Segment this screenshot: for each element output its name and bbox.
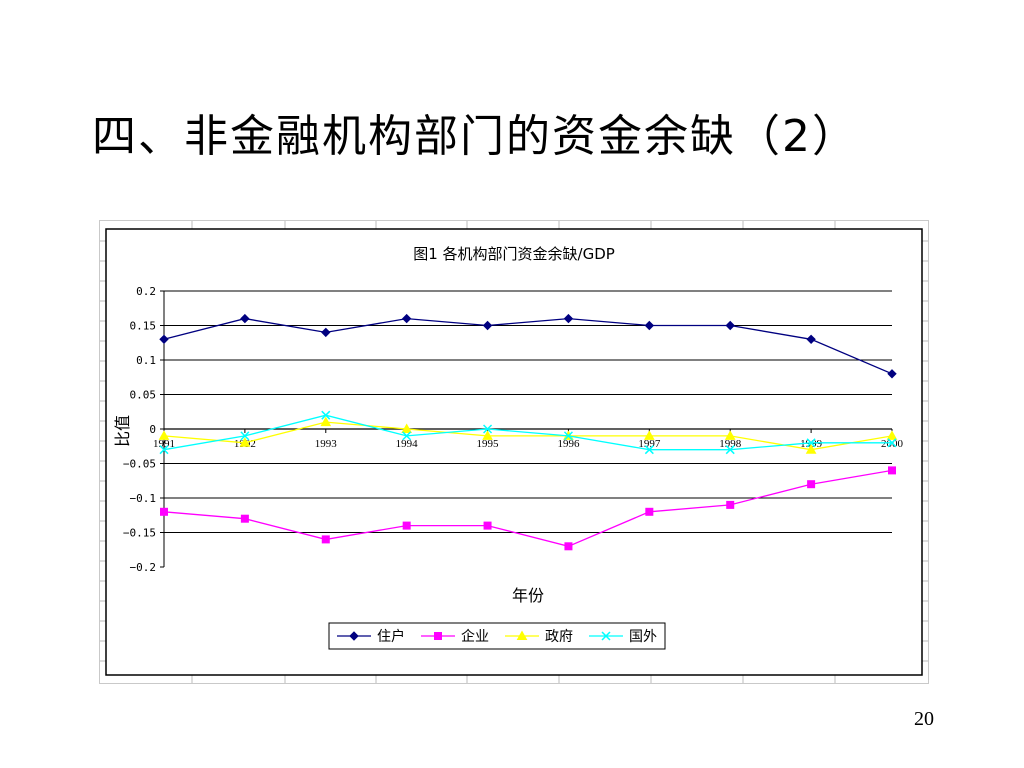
line-chart: 图1 各机构部门资金余缺/GDP 0.2 0.15 0.1 0.05 0 −0.05 −0.1… [100,221,928,683]
data-point-4 [806,438,816,448]
data-point-1 [644,320,655,331]
chart-area [105,228,923,676]
y-axis-title: 比值 [113,415,132,447]
data-point-1 [159,334,169,345]
data-point-2 [645,507,654,516]
series-line-1 [163,317,893,375]
y-tick-label: 0.1 [136,354,156,367]
y-tick-label: 0.2 [136,285,156,298]
x-axis-title: 年份 [512,586,544,605]
data-point-1 [240,313,250,324]
y-tick-label: −0.1 [130,492,157,505]
data-point-3 [724,430,736,440]
page-number: 20 [914,708,934,730]
legend-marker [349,631,359,641]
y-tick-label: 0.15 [130,320,157,333]
data-point-3 [158,430,170,440]
data-point-4 [563,431,573,441]
legend-marker [516,630,528,640]
x-tick-label: 1993 [315,438,338,450]
x-tick-label: 1998 [719,438,742,450]
data-point-4 [483,424,493,434]
data-point-3 [482,430,493,440]
data-point-2 [321,535,330,544]
data-point-2 [240,514,249,523]
data-point-4 [725,445,735,455]
data-point-1 [563,313,574,324]
x-tick-label: 1991 [153,438,175,450]
data-point-4 [887,438,897,448]
data-point-4 [321,410,331,420]
data-point-2 [402,521,411,530]
data-point-3 [643,430,655,440]
data-point-3 [239,437,251,447]
data-point-2 [807,480,816,489]
data-point-3 [401,423,413,433]
legend-label: 企业 [461,628,489,645]
legend-marker [601,631,611,641]
x-tick-label: 1994 [396,438,419,450]
data-point-2 [160,507,168,516]
series-line-2 [163,469,893,547]
data-point-3 [320,416,332,427]
chart-frame: 图1 各机构部门资金余缺/GDP 0.2 0.15 0.1 0.05 0 −0.05 −0.1… [99,220,929,684]
y-tick-label: −0.15 [123,527,156,540]
data-point-4 [402,431,412,441]
data-point-1 [725,320,735,331]
x-tick-label: 1996 [557,438,580,450]
legend-label: 国外 [629,629,657,645]
chart-title: 图1 各机构部门资金余缺/GDP [413,245,615,263]
data-point-4 [240,431,250,441]
legend-label: 住户 [377,628,405,645]
data-point-1 [482,320,493,331]
data-point-2 [483,521,492,530]
y-tick-label: 0 [149,423,156,436]
data-point-3 [805,444,817,454]
y-tick-label: −0.2 [130,561,157,574]
data-point-3 [886,430,898,440]
data-point-4 [159,445,169,455]
legend-label: 政府 [545,629,573,645]
data-point-4 [644,445,654,455]
legend-marker [434,632,442,640]
data-point-1 [401,313,412,324]
slide-title: 四、非金融机构部门的资金余缺（2） [92,111,858,162]
data-point-2 [564,542,573,551]
series-line-4 [163,414,892,451]
data-point-1 [321,327,331,338]
x-tick-label: 1997 [638,438,661,450]
data-point-2 [888,466,896,475]
series-line-3 [163,421,893,451]
data-point-2 [726,500,735,509]
x-tick-label: 1995 [477,438,500,450]
y-tick-label: 0.05 [130,389,157,402]
data-point-1 [887,369,897,379]
y-tick-label: −0.05 [123,458,156,471]
data-point-1 [806,334,816,345]
